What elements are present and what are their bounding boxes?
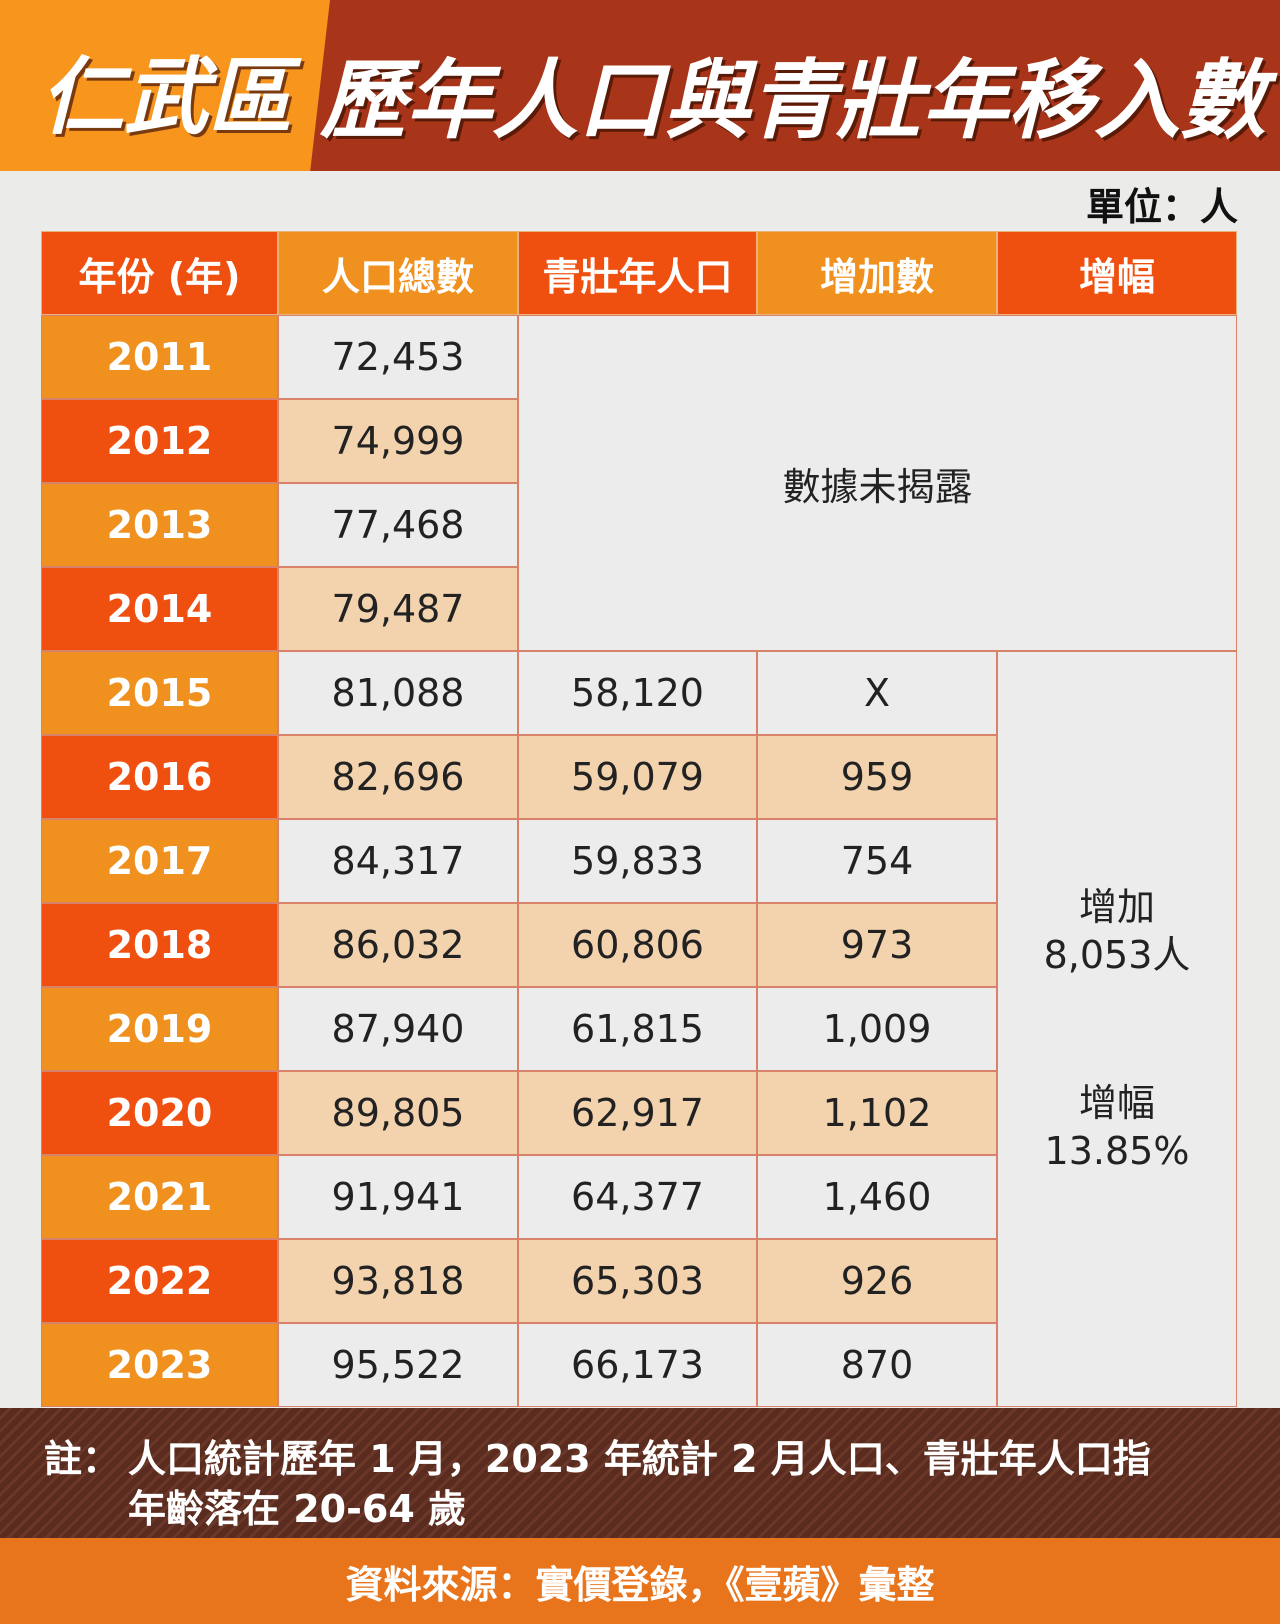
data-cell: 65,303: [518, 1239, 757, 1323]
summary-text: 增幅: [1078, 1081, 1155, 1125]
data-cell: 93,818: [278, 1239, 518, 1323]
data-cell: X: [757, 651, 997, 735]
data-cell: 61,815: [518, 987, 757, 1071]
year-cell: 2011: [41, 315, 278, 399]
data-cell: 973: [757, 903, 997, 987]
year-cell: 2019: [41, 987, 278, 1071]
column-header: 增幅: [997, 231, 1237, 315]
year-cell: 2015: [41, 651, 278, 735]
data-cell: 87,940: [278, 987, 518, 1071]
undisclosed-cell: 數據未揭露: [518, 315, 1237, 651]
year-cell: 2023: [41, 1323, 278, 1407]
unit: 單位：人: [1085, 185, 1238, 229]
year-cell: 2017: [41, 819, 278, 903]
summary-text: 增加: [1078, 885, 1155, 929]
summary-text: 8,053人: [1043, 933, 1191, 977]
column-header: 青壯年人口: [518, 231, 757, 315]
data-cell: 926: [757, 1239, 997, 1323]
data-cell: 66,173: [518, 1323, 757, 1407]
data-cell: 60,806: [518, 903, 757, 987]
data-cell: 95,522: [278, 1323, 518, 1407]
data-cell: 79,487: [278, 567, 518, 651]
data-cell: 754: [757, 819, 997, 903]
data-cell: 77,468: [278, 483, 518, 567]
data-cell: 1,009: [757, 987, 997, 1071]
year-cell: 2022: [41, 1239, 278, 1323]
year-cell: 2012: [41, 399, 278, 483]
data-cell: 58,120: [518, 651, 757, 735]
note-line: 人口統計歷年 1 月，2023 年統計 2 月人口、青壯年人口指: [128, 1437, 1151, 1481]
data-cell: 870: [757, 1323, 997, 1407]
note-label: 註：: [44, 1437, 121, 1481]
note-band: 註： 人口統計歷年 1 月，2023 年統計 2 月人口、青壯年人口指 年齡落在…: [0, 1408, 1280, 1538]
data-cell: 84,317: [278, 819, 518, 903]
source: 資料來源：實價登錄，《壹蘋》彙整: [0, 1538, 1280, 1624]
year-cell: 2021: [41, 1155, 278, 1239]
data-cell: 74,999: [278, 399, 518, 483]
data-cell: 62,917: [518, 1071, 757, 1155]
data-cell: 64,377: [518, 1155, 757, 1239]
header-left: [0, 0, 330, 171]
data-cell: 59,079: [518, 735, 757, 819]
data-cell: 82,696: [278, 735, 518, 819]
district: 仁武區: [40, 48, 293, 146]
year-cell: 2013: [41, 483, 278, 567]
summary-text: 13.85%: [1044, 1129, 1190, 1173]
column-header: 年份 (年): [41, 231, 278, 315]
data-cell: 89,805: [278, 1071, 518, 1155]
data-cell: 86,032: [278, 903, 518, 987]
column-header: 人口總數: [278, 231, 518, 315]
data-cell: 959: [757, 735, 997, 819]
title: 歷年人口與青壯年移入數: [320, 51, 1266, 151]
data-cell: 91,941: [278, 1155, 518, 1239]
data-cell: 1,460: [757, 1155, 997, 1239]
year-cell: 2018: [41, 903, 278, 987]
summary-cell: 增加 8,053人 增幅 13.85%: [997, 651, 1237, 1407]
column-header: 增加數: [757, 231, 997, 315]
data-cell: 72,453: [278, 315, 518, 399]
data-cell: 1,102: [757, 1071, 997, 1155]
year-cell: 2014: [41, 567, 278, 651]
data-cell: 59,833: [518, 819, 757, 903]
year-cell: 2016: [41, 735, 278, 819]
note-line: 年齡落在 20-64 歲: [128, 1487, 466, 1531]
data-cell: 81,088: [278, 651, 518, 735]
year-cell: 2020: [41, 1071, 278, 1155]
